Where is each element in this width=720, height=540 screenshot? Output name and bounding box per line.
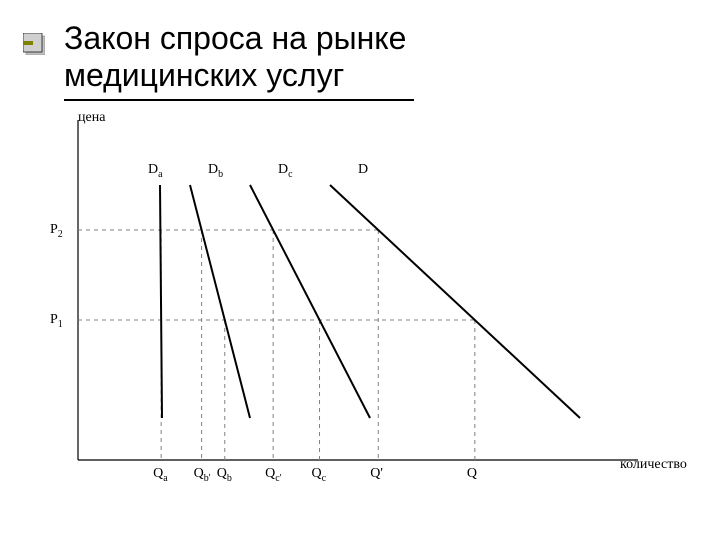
- curve-label-D: D: [358, 162, 368, 178]
- x-tick-Qc': Qc': [265, 466, 281, 484]
- curve-label-Dc: Dc: [278, 162, 293, 180]
- x-tick-Qb: Qb: [217, 466, 232, 484]
- slide: Закон спроса на рынке медицинских услуг …: [0, 0, 720, 540]
- x-tick-Qa: Qa: [153, 466, 168, 484]
- x-tick-Q': Q': [370, 466, 383, 482]
- x-tick-Qc: Qc: [312, 466, 327, 484]
- curve-label-Db: Db: [208, 162, 223, 180]
- curve-label-Da: Da: [148, 162, 163, 180]
- y-tick-P1: P1: [50, 312, 63, 330]
- demand-chart: [0, 0, 720, 540]
- x-tick-Q: Q: [467, 466, 477, 482]
- y-tick-P2: P2: [50, 222, 63, 240]
- x-tick-Qb': Qb': [194, 466, 211, 484]
